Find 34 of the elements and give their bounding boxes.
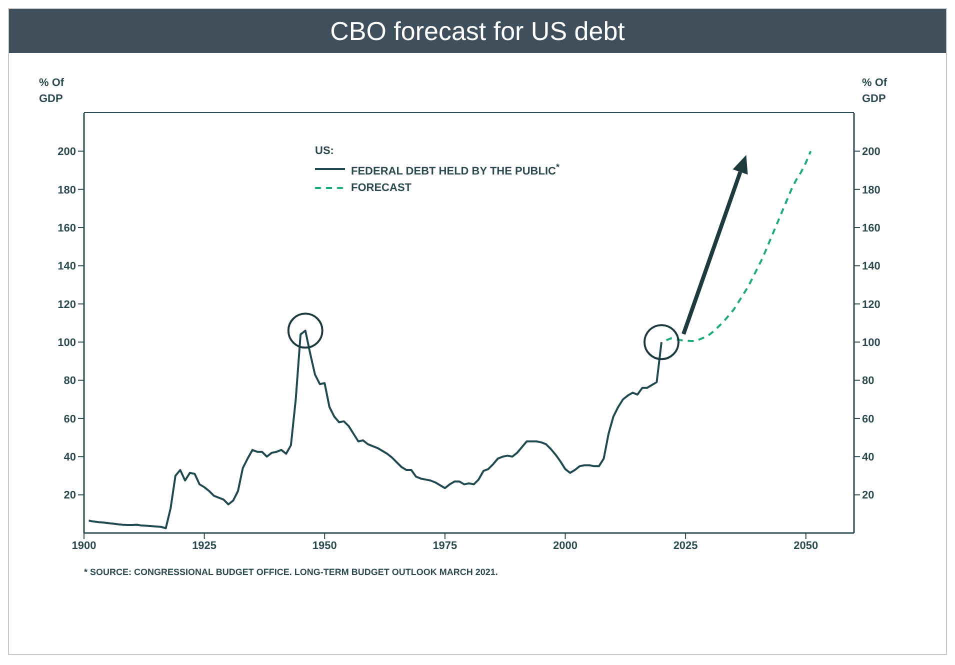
y2-tick-label: 160 <box>862 222 880 234</box>
x-tick-label: 2025 <box>673 540 698 552</box>
text: * SOURCE: CONGRESSIONAL BUDGET OFFICE. LONG-TERM BUDGET OUTLOOK MARCH 2021. <box>84 567 499 577</box>
x-tick-label: 1950 <box>312 540 337 552</box>
legend-label: FEDERAL DEBT HELD BY THE PUBLIC$^{*}$ <box>351 161 560 180</box>
y-tick-label: 140 <box>58 260 76 273</box>
x-tick-label: 2050 <box>794 540 818 552</box>
y-tick-label: 120 <box>58 298 76 311</box>
x-tick-label: 1925 <box>192 540 217 552</box>
y2-tick-label: 80 <box>862 375 874 388</box>
legend-title: US: <box>315 144 335 159</box>
legend-label: FORECAST <box>351 180 412 196</box>
chart-title: CBO forecast for US debt <box>9 9 946 53</box>
y-tick-label: 180 <box>58 184 76 196</box>
y2-tick-label: 120 <box>862 298 880 311</box>
y2-tick-label: 200 <box>862 146 880 158</box>
y-tick-label: 200 <box>58 146 76 158</box>
y-tick-label: 100 <box>58 336 76 349</box>
x-tick-label: 1900 <box>72 540 96 552</box>
y2-tick-label: 60 <box>862 413 874 426</box>
y2-tick-label: 180 <box>862 184 880 196</box>
y-tick-label: 160 <box>58 222 76 234</box>
y-axis-title: % Of GDP <box>39 76 66 107</box>
y-tick-label: 60 <box>64 413 76 426</box>
y-tick-label: 40 <box>64 452 76 464</box>
y2-tick-label: 140 <box>862 260 880 273</box>
y-tick-label: 80 <box>64 375 76 388</box>
y2-tick-label: 20 <box>862 490 874 502</box>
y-tick-label: 20 <box>64 490 76 502</box>
y2-axis-title: % Of GDP <box>862 76 888 107</box>
x-tick-label: 2000 <box>553 540 578 552</box>
y2-tick-label: 40 <box>862 452 874 464</box>
x-tick-label: 1975 <box>432 540 458 552</box>
y2-tick-label: 100 <box>862 336 880 349</box>
